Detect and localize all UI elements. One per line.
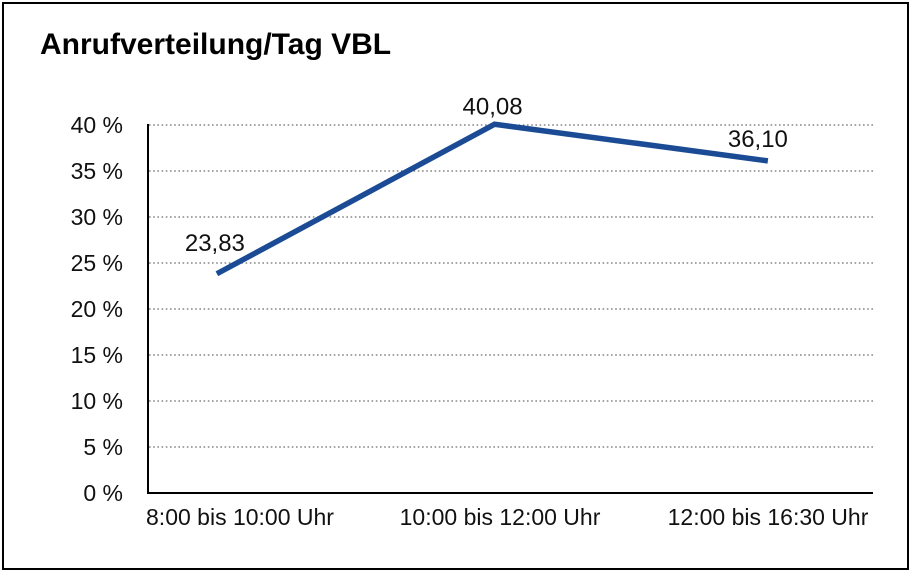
chart-border-frame	[2, 2, 909, 570]
data-label: 40,08	[463, 93, 523, 120]
x-axis-label: 12:00 bis 16:30 Uhr	[668, 504, 869, 530]
gridlines	[149, 124, 873, 448]
y-tick-label: 0 %	[83, 480, 123, 506]
x-axis-labels: 8:00 bis 10:00 Uhr 10:00 bis 12:00 Uhr 12:…	[146, 504, 869, 530]
y-tick-labels: 0 % 5 % 10 % 15 % 20 % 25 % 30 % 35 % 40 %	[71, 112, 123, 506]
chart-title: Anrufverteilung/Tag VBL	[40, 28, 392, 61]
y-tick-label: 25 %	[71, 250, 123, 276]
y-tick-label: 5 %	[83, 434, 123, 460]
y-tick-label: 20 %	[71, 296, 123, 322]
y-tick-label: 35 %	[71, 158, 123, 184]
y-tick-label: 30 %	[71, 204, 123, 230]
data-line	[215, 121, 769, 277]
data-label: 36,10	[728, 126, 788, 153]
data-label: 23,83	[185, 230, 245, 257]
x-axis-label: 8:00 bis 10:00 Uhr	[146, 504, 334, 530]
y-tick-label: 10 %	[71, 388, 123, 414]
data-point-labels: 23,83 40,08 36,10	[185, 93, 788, 257]
y-tick-label: 40 %	[71, 112, 123, 138]
x-axis-label: 10:00 bis 12:00 Uhr	[400, 504, 601, 530]
y-tick-label: 15 %	[71, 342, 123, 368]
